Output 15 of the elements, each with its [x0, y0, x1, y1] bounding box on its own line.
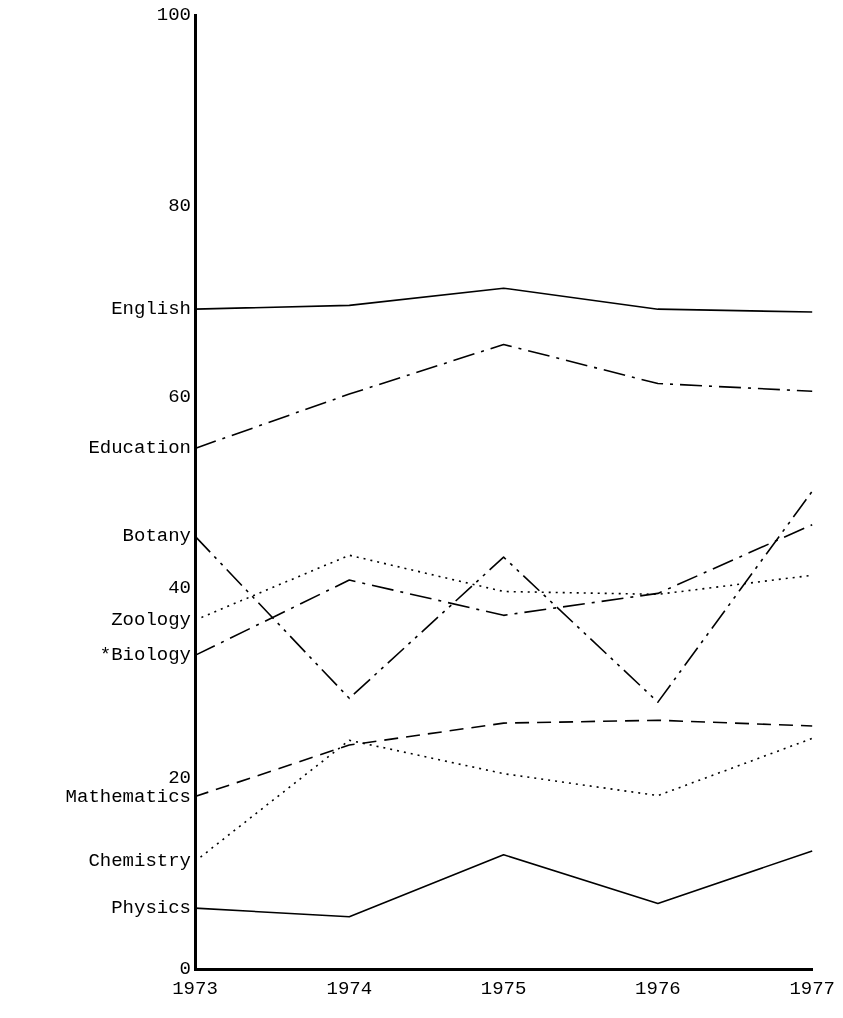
x-tick-label: 1976 [635, 977, 681, 1000]
y-tick-label: 80 [168, 195, 191, 218]
series-label: Botany [122, 525, 191, 548]
series-label: Zoology [111, 609, 191, 632]
y-tick-label: 100 [156, 4, 191, 27]
series-label: *Biology [99, 644, 191, 667]
x-tick-label: 1975 [480, 977, 527, 1000]
series-label: Physics [111, 897, 191, 920]
series-label: English [111, 298, 191, 321]
x-tick-label: 1974 [326, 977, 373, 1000]
y-tick-label: 60 [168, 385, 191, 408]
y-tick-label: 40 [168, 576, 191, 599]
series-label: Chemistry [88, 850, 191, 873]
series-label: Education [88, 437, 191, 460]
x-tick-label: 1977 [789, 977, 835, 1000]
